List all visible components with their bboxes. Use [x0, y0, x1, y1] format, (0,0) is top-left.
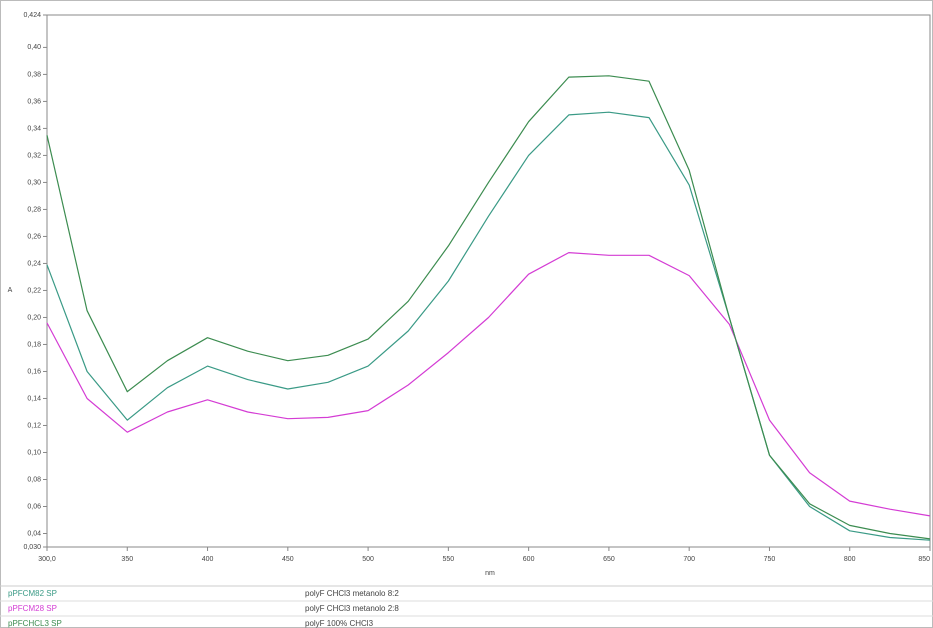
legend-description: polyF CHCl3 metanolo 8:2 [305, 589, 399, 598]
y-tick-label: 0,34 [27, 125, 41, 132]
y-tick-label: 0,40 [27, 44, 41, 51]
y-tick-label: 0,08 [27, 476, 41, 483]
y-tick-label: 0,30 [27, 179, 41, 186]
series-line [46, 252, 931, 517]
legend-name: pPFCHCL3 SP [8, 619, 62, 628]
y-tick-label: 0,424 [23, 12, 41, 19]
series-line [46, 75, 931, 540]
x-tick-label: 800 [844, 556, 856, 563]
y-tick-label: 0,10 [27, 449, 41, 456]
y-tick-label: 0,14 [27, 395, 41, 402]
plot-area [46, 14, 931, 548]
legend-name: pPFCM82 SP [8, 589, 57, 598]
y-tick-label: 0,26 [27, 233, 41, 240]
x-tick-label: 550 [443, 556, 455, 563]
y-tick-label: 0,22 [27, 287, 41, 294]
y-tick-label: 0,030 [23, 544, 41, 551]
x-tick-label: 350 [121, 556, 133, 563]
y-tick-label: 0,32 [27, 152, 41, 159]
y-tick-label: 0,36 [27, 98, 41, 105]
x-tick-label: 450 [282, 556, 294, 563]
y-tick-label: 0,38 [27, 71, 41, 78]
y-tick-label: 0,24 [27, 260, 41, 267]
x-tick-label: 650 [603, 556, 615, 563]
x-tick-label: 700 [683, 556, 695, 563]
x-tick-label: 850 [918, 556, 930, 563]
y-tick-label: 0,12 [27, 422, 41, 429]
y-tick-label: 0,06 [27, 503, 41, 510]
y-tick-label: 0,16 [27, 368, 41, 375]
y-axis-label: A [8, 287, 13, 294]
x-tick-label: 750 [764, 556, 776, 563]
x-tick-label: 600 [523, 556, 535, 563]
y-tick-label: 0,18 [27, 341, 41, 348]
x-tick-label: 400 [202, 556, 214, 563]
x-tick-label: 300,0 [38, 556, 56, 563]
legend-description: polyF CHCl3 metanolo 2:8 [305, 604, 399, 613]
y-tick-label: 0,20 [27, 314, 41, 321]
legend-name: pPFCM28 SP [8, 604, 57, 613]
y-tick-label: 0,04 [27, 530, 41, 537]
x-axis-label: nm [485, 570, 495, 577]
y-tick-label: 0,28 [27, 206, 41, 213]
legend-description: polyF 100% CHCl3 [305, 619, 374, 628]
x-tick-label: 500 [362, 556, 374, 563]
